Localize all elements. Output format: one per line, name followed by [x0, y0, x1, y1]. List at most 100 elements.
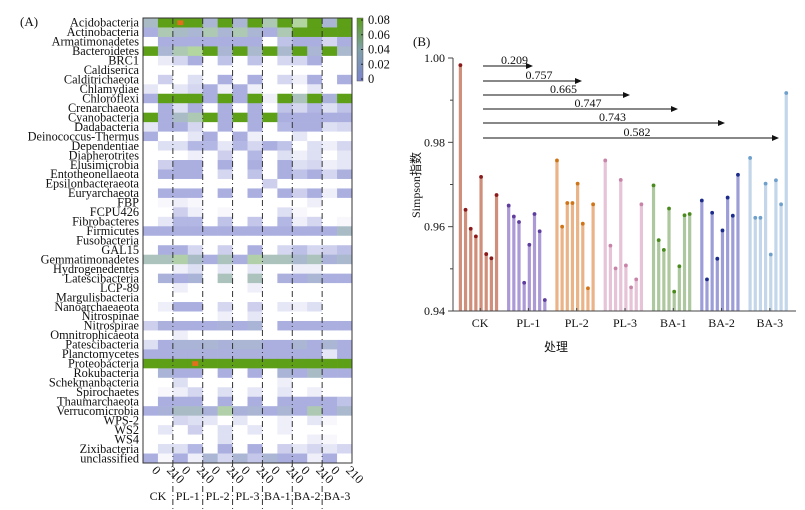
group-label: BA-1 — [264, 489, 291, 503]
heatmap-cell — [337, 434, 353, 445]
heatmap-cell — [277, 377, 293, 388]
heatmap-cell — [277, 131, 293, 142]
bar-top-dot — [522, 280, 527, 285]
heatmap-cell — [202, 396, 218, 407]
heatmap-cell — [217, 226, 233, 237]
heatmap-cell — [217, 415, 233, 426]
heatmap-cell — [337, 160, 353, 170]
heatmap-cell — [337, 46, 353, 57]
row-label: Dadabacteria — [74, 120, 139, 134]
heatmap-cell — [157, 425, 174, 435]
heatmap-cell — [217, 65, 233, 76]
heatmap-cell — [157, 406, 174, 416]
heatmap-cell — [187, 254, 204, 265]
heatmap-cell — [172, 122, 189, 132]
heatmap-cell — [202, 273, 218, 284]
bar-top-dot — [784, 91, 789, 95]
heatmap-cell — [187, 245, 204, 255]
bar-top-dot — [624, 263, 628, 268]
heatmap-cell — [202, 235, 218, 246]
heatmap-cell — [187, 292, 204, 303]
heatmap-cell — [172, 188, 189, 199]
bar — [700, 200, 704, 311]
heatmap-cell — [292, 55, 308, 66]
heatmap-cell — [202, 415, 218, 426]
heatmap-cell — [262, 444, 278, 454]
heatmap-cell — [143, 188, 159, 199]
annotation-arrow-head — [526, 63, 533, 69]
heatmap-cell — [202, 226, 218, 237]
heatmap-cell — [247, 368, 263, 379]
heatmap-cell — [337, 453, 353, 464]
heatmap-cell — [337, 273, 353, 284]
heatmap-cell — [202, 216, 218, 227]
heatmap-cell — [307, 320, 323, 331]
heatmap-cell — [337, 264, 353, 274]
heatmap-cell — [247, 235, 263, 246]
heatmap-cell — [187, 453, 204, 464]
heatmap-cell — [322, 283, 338, 293]
heatmap-cell — [247, 188, 263, 199]
heatmap-cell — [232, 112, 248, 123]
heatmap-cell — [202, 46, 218, 57]
heatmap-cell — [172, 245, 189, 255]
heatmap-cell — [217, 141, 233, 151]
heatmap-cell — [292, 112, 308, 123]
heatmap-cell — [172, 74, 189, 85]
bar — [565, 203, 569, 311]
bar — [639, 204, 643, 311]
bar-top-dot — [705, 277, 709, 282]
heatmap-cell — [262, 387, 278, 398]
row-label: Diapherotrites — [69, 148, 140, 162]
colorbar-tick-label: 0 — [368, 72, 374, 86]
heatmap-cell — [143, 349, 159, 360]
bar — [555, 160, 559, 311]
heatmap-cell — [262, 46, 278, 57]
heatmap-cell — [277, 264, 293, 274]
heatmap-cell — [322, 320, 338, 331]
heatmap-cell — [292, 103, 308, 113]
heatmap-cell — [187, 406, 204, 416]
heatmap-cell — [232, 349, 248, 360]
heatmap-cell — [143, 283, 159, 293]
bar-top-dot — [758, 215, 763, 220]
row-label: LCP-89 — [100, 281, 139, 295]
heatmap-cell — [262, 406, 278, 416]
heatmap-cell — [217, 46, 233, 57]
heatmap-cell — [232, 197, 248, 208]
heatmap-cell — [202, 302, 218, 312]
group-label: PL-1 — [176, 489, 200, 503]
heatmap-cell — [307, 245, 323, 255]
heatmap-cell — [292, 339, 308, 350]
heatmap-cell — [143, 216, 159, 227]
heatmap-cell — [202, 65, 218, 76]
bar — [494, 195, 499, 311]
heatmap-cell — [262, 235, 278, 246]
heatmap-cell — [143, 235, 159, 246]
heatmap-cell — [232, 55, 248, 66]
row-label: Chloroflexi — [82, 92, 139, 106]
heatmap-cell — [262, 358, 278, 369]
heatmap-cell — [307, 387, 323, 398]
heatmap-cell — [157, 122, 174, 132]
heatmap-cell — [172, 141, 189, 151]
heatmap-cell — [292, 283, 308, 293]
heatmap-cell — [322, 377, 338, 388]
heatmap-cell — [217, 18, 233, 28]
row-label: Schekmanbacteria — [49, 376, 140, 390]
heatmap-cell — [187, 74, 204, 85]
row-label: Elusimicrobia — [70, 158, 140, 172]
heatmap-cell — [217, 207, 233, 218]
bar — [543, 300, 547, 311]
heatmap-cell — [277, 226, 293, 237]
heatmap-cell — [187, 387, 204, 398]
heatmap-cell — [217, 283, 233, 293]
heatmap-cell — [247, 112, 263, 123]
heatmap-cell — [247, 273, 263, 284]
annotation-arrow-head — [623, 92, 630, 98]
colorbar-tick-label: 0.08 — [368, 13, 390, 27]
heatmap-cell — [307, 434, 323, 445]
heatmap-cell — [292, 27, 308, 38]
heatmap-cell — [157, 141, 174, 151]
annotation-arrow-head — [718, 120, 725, 126]
